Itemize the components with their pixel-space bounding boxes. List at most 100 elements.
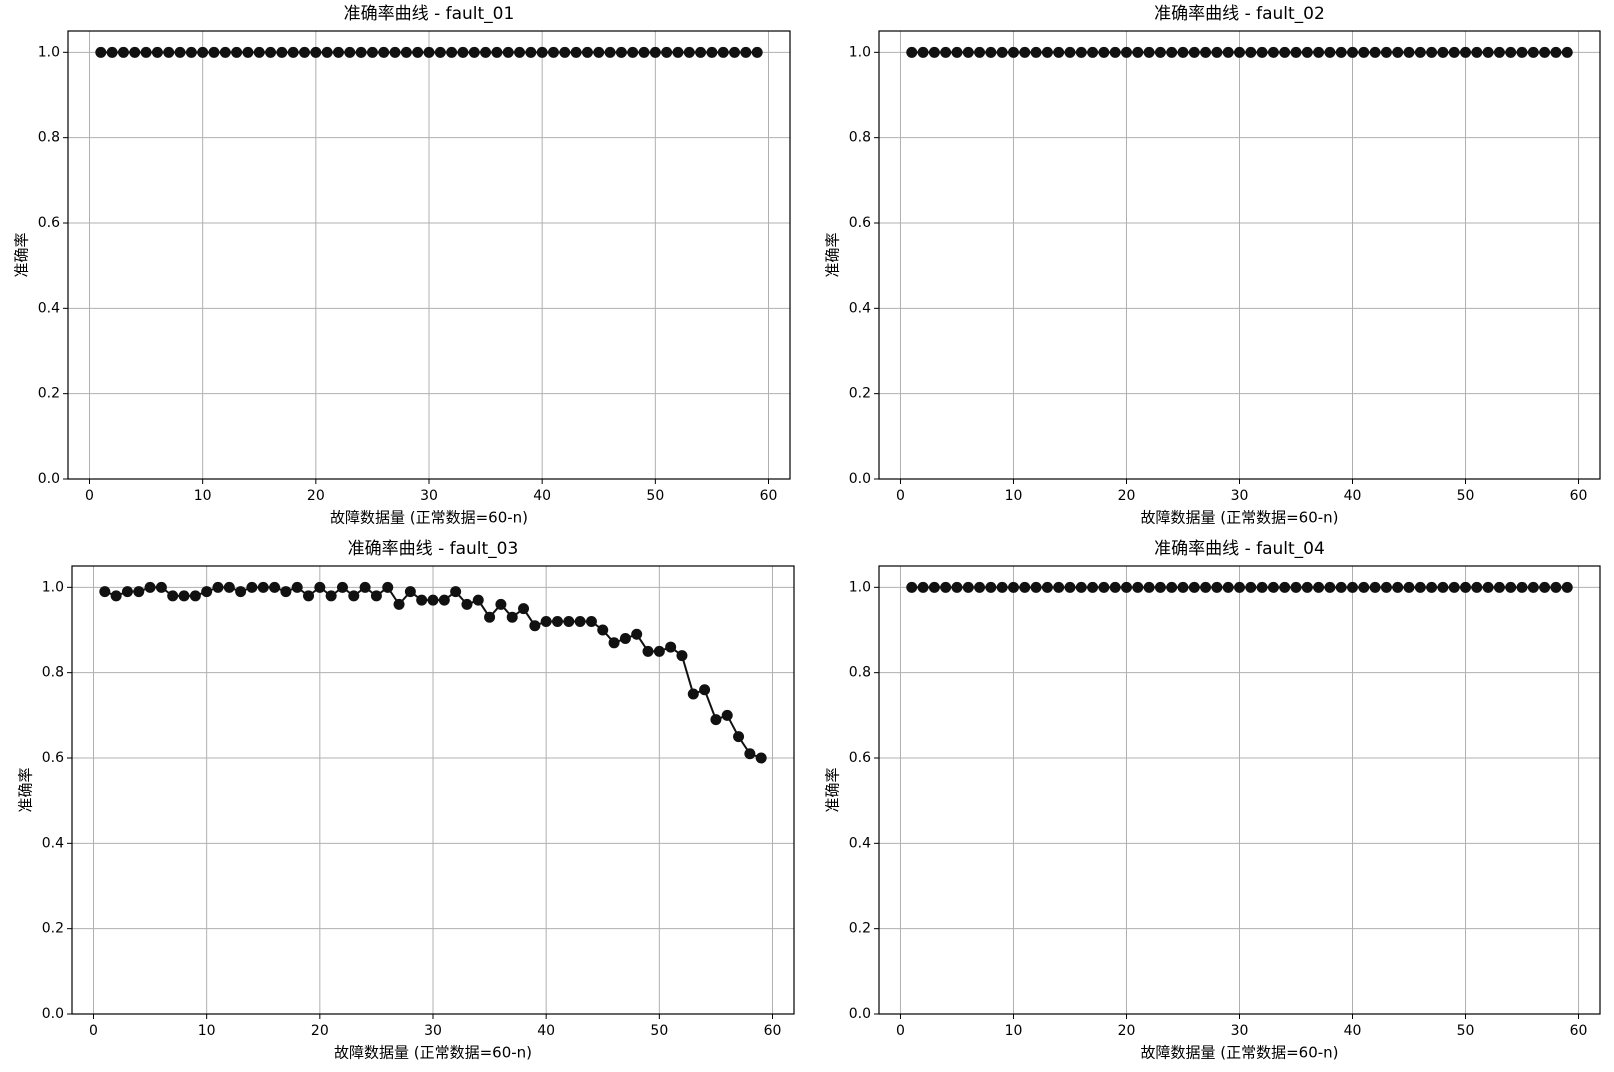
data-point <box>325 590 337 602</box>
data-point <box>593 46 605 58</box>
x-tick-label: 60 <box>764 1023 782 1039</box>
x-tick-label: 40 <box>537 1023 555 1039</box>
data-point <box>951 581 963 593</box>
y-tick-label: 1.0 <box>849 44 871 60</box>
subplot: 准确率曲线 - fault_02 故障数据量 (正常数据=60-n) 准确率 0 10 2… <box>824 4 1601 527</box>
chart-title: 准确率曲线 - fault_02 <box>1154 4 1325 24</box>
data-point <box>151 46 163 58</box>
data-point <box>721 709 733 721</box>
data-point <box>1154 46 1166 58</box>
data-point <box>1222 581 1234 593</box>
x-tick-label: 10 <box>198 1023 216 1039</box>
x-tick-label: 30 <box>1231 1023 1249 1039</box>
x-tick-label: 60 <box>1570 488 1588 504</box>
data-point <box>1109 581 1121 593</box>
x-axis-label: 故障数据量 (正常数据=60-n) <box>1140 1044 1338 1062</box>
y-tick-label: 0.2 <box>38 386 60 402</box>
data-point <box>1132 46 1144 58</box>
data-point <box>336 581 348 593</box>
data-point <box>223 581 235 593</box>
data-point <box>1380 46 1392 58</box>
data-point <box>450 586 462 598</box>
data-point <box>133 586 145 598</box>
data-point <box>665 641 677 653</box>
y-tick-label: 0.2 <box>42 921 64 937</box>
data-point <box>1516 46 1528 58</box>
y-tick-label: 0.0 <box>38 471 60 487</box>
data-point <box>1550 46 1562 58</box>
data-point <box>1041 581 1053 593</box>
data-point <box>619 633 631 645</box>
y-tick-label: 0.8 <box>42 665 64 681</box>
data-point <box>940 581 952 593</box>
data-point <box>1561 46 1573 58</box>
data-point <box>1505 581 1517 593</box>
x-tick-label: 20 <box>311 1023 329 1039</box>
data-point <box>570 46 582 58</box>
data-point <box>1120 46 1132 58</box>
data-point <box>906 581 918 593</box>
data-point <box>540 615 552 627</box>
data-point <box>547 46 559 58</box>
data-point <box>1132 581 1144 593</box>
data-point <box>427 594 439 606</box>
data-point <box>348 590 360 602</box>
data-point <box>269 581 281 593</box>
x-axis-label: 故障数据量 (正常数据=60-n) <box>330 509 528 527</box>
data-point <box>695 46 707 58</box>
data-point <box>242 46 254 58</box>
data-point <box>155 581 167 593</box>
data-point <box>940 46 952 58</box>
data-point <box>1290 46 1302 58</box>
x-axis-label: 故障数据量 (正常数据=60-n) <box>1140 509 1338 527</box>
y-tick-label: 0.6 <box>38 215 60 231</box>
subplot: 准确率曲线 - fault_03 故障数据量 (正常数据=60-n) 准确率 0 10 2… <box>17 539 795 1062</box>
data-point <box>1064 581 1076 593</box>
data-point <box>597 624 609 636</box>
data-point <box>1188 581 1200 593</box>
data-point <box>1527 46 1539 58</box>
data-point <box>1437 46 1449 58</box>
x-tick-label: 10 <box>1005 488 1023 504</box>
y-tick-label: 0.4 <box>849 835 871 851</box>
subplot: 准确率曲线 - fault_01 故障数据量 (正常数据=60-n) 准确率 0 10 2… <box>13 4 791 527</box>
data-point <box>502 46 514 58</box>
data-point <box>359 581 371 593</box>
data-point <box>491 46 503 58</box>
data-point <box>506 611 518 623</box>
y-tick-label: 0.6 <box>42 750 64 766</box>
data-point <box>276 46 288 58</box>
data-point <box>219 46 231 58</box>
data-point <box>1358 46 1370 58</box>
data-point <box>744 748 756 760</box>
data-point <box>1471 46 1483 58</box>
data-point <box>1188 46 1200 58</box>
data-point <box>416 594 428 606</box>
chart-title: 准确率曲线 - fault_03 <box>348 539 519 559</box>
y-tick-label: 0.0 <box>42 1006 64 1022</box>
x-tick-label: 30 <box>420 488 438 504</box>
data-point <box>631 628 643 640</box>
data-point <box>480 46 492 58</box>
data-point <box>178 590 190 602</box>
data-point <box>1369 46 1381 58</box>
y-tick-label: 0.0 <box>849 1006 871 1022</box>
data-point <box>468 46 480 58</box>
x-tick-label: 60 <box>1570 1023 1588 1039</box>
data-point <box>1380 581 1392 593</box>
data-point <box>1256 581 1268 593</box>
data-point <box>917 46 929 58</box>
data-point <box>231 46 243 58</box>
data-point <box>1301 46 1313 58</box>
data-point <box>246 581 258 593</box>
x-tick-label: 20 <box>307 488 325 504</box>
data-point <box>1075 581 1087 593</box>
x-tick-label: 50 <box>650 1023 668 1039</box>
data-point <box>99 586 111 598</box>
chart-title: 准确率曲线 - fault_01 <box>344 4 515 24</box>
x-tick-label: 10 <box>1005 1023 1023 1039</box>
data-point <box>683 46 695 58</box>
data-point <box>1437 581 1449 593</box>
data-point <box>412 46 424 58</box>
data-point <box>1053 46 1065 58</box>
